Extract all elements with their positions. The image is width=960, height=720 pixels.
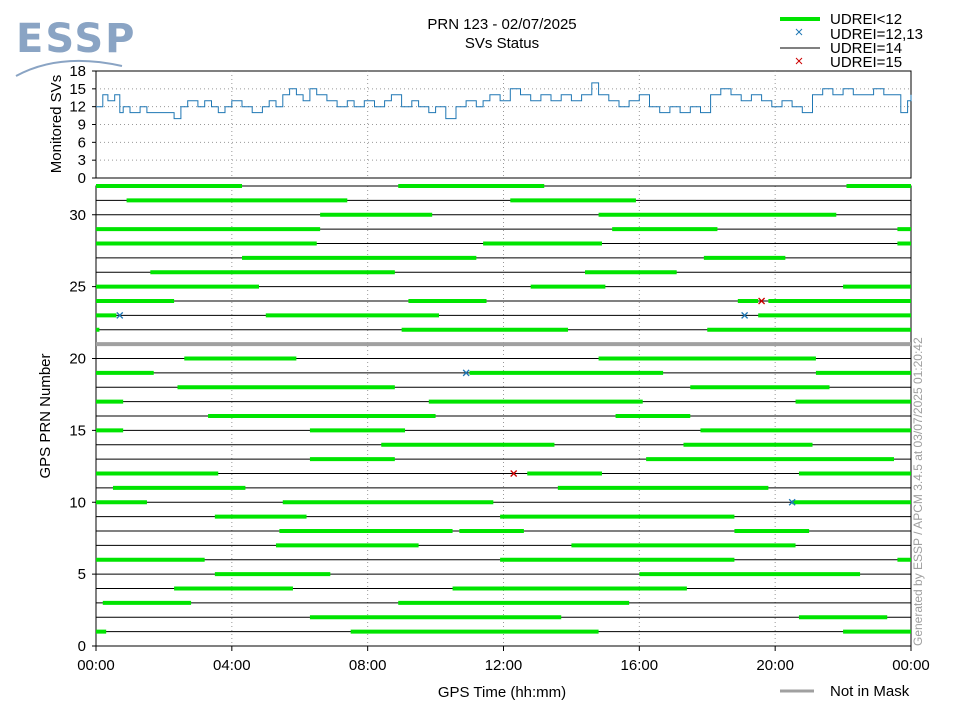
x-tick-label: 00:00 bbox=[892, 657, 930, 674]
bottom-y-tick-label: 15 bbox=[69, 422, 86, 439]
x-tick-label: 20:00 bbox=[756, 657, 794, 674]
udrei-15-marker-stroke bbox=[510, 470, 518, 477]
top-y-tick-label: 6 bbox=[78, 134, 86, 151]
top-y-tick-label: 3 bbox=[78, 152, 86, 169]
x-axis-label: GPS Time (hh:mm) bbox=[438, 684, 566, 701]
udrei-15-marker bbox=[758, 297, 766, 305]
legend-swatch-udrei-12-13 bbox=[795, 28, 803, 36]
udrei-12-13-marker bbox=[116, 311, 124, 319]
bottom-y-tick-label: 20 bbox=[69, 351, 86, 368]
bottom-panel-grid bbox=[231, 186, 776, 646]
x-axis-ticks: 00:00 04:00 08:00 12:00 16:00 20:00 00:00 bbox=[77, 646, 930, 674]
x-tick-label: 04:00 bbox=[213, 657, 251, 674]
bottom-y-tick-label: 5 bbox=[78, 566, 86, 583]
legend-label-udrei-12-13: UDREI=12,13 bbox=[830, 26, 923, 43]
udrei-12-13-marker-stroke bbox=[116, 311, 124, 319]
monitored-svs-series bbox=[96, 82, 912, 120]
udrei-12-13-marker bbox=[788, 498, 796, 506]
top-y-tick-label: 12 bbox=[69, 99, 86, 116]
x-tick-label: 16:00 bbox=[621, 657, 659, 674]
top-y-tick-label: 18 bbox=[69, 63, 86, 80]
top-panel-frame bbox=[95, 70, 912, 179]
bottom-y-tick-label: 0 bbox=[78, 638, 86, 655]
top-y-tick-label: 15 bbox=[69, 81, 86, 98]
top-panel-ylabel: Monitored SVs bbox=[48, 75, 65, 173]
prn-status-panel: 0 5 10 15 20 25 30 00:00 04:00 08:00 12:00 16:00 20… bbox=[37, 184, 930, 674]
udrei-12-13-marker-stroke bbox=[741, 311, 749, 319]
chart-subtitle: SVs Status bbox=[465, 35, 539, 52]
x-tick-label: 12:00 bbox=[485, 657, 523, 674]
top-y-tick-label: 0 bbox=[78, 170, 86, 187]
udrei-12-13-marker-stroke bbox=[788, 498, 796, 506]
bottom-y-tick-label: 30 bbox=[69, 207, 86, 224]
legend-not-in-mask: Not in Mask bbox=[780, 683, 910, 700]
top-y-tick-label: 9 bbox=[78, 117, 86, 134]
udrei-12-13-marker bbox=[741, 311, 749, 319]
legend-label-not-in-mask: Not in Mask bbox=[830, 683, 910, 700]
bottom-panel-ylabel: GPS PRN Number bbox=[37, 353, 54, 478]
legend-label-udrei-15: UDREI=15 bbox=[830, 54, 902, 71]
bottom-y-tick-label: 25 bbox=[69, 279, 86, 296]
udrei-12-13-marker-stroke bbox=[462, 369, 470, 377]
essp-logo: ESSP bbox=[15, 16, 136, 77]
logo-swoosh bbox=[15, 59, 123, 77]
x-tick-label: 08:00 bbox=[349, 657, 387, 674]
legend-label-udrei-14: UDREI=14 bbox=[830, 40, 902, 57]
udrei-15-marker-stroke bbox=[758, 297, 766, 305]
prn-rows bbox=[96, 184, 911, 634]
udrei-12-13-marker bbox=[462, 369, 470, 377]
legend: UDREI<12 UDREI=12,13 UDREI=14 UDREI=15 bbox=[780, 11, 923, 71]
bottom-panel-y-ticks: 0 5 10 15 20 25 30 bbox=[69, 207, 96, 655]
logo-text: ESSP bbox=[16, 16, 136, 62]
bottom-y-tick-label: 10 bbox=[69, 494, 86, 511]
udrei-15-marker bbox=[510, 470, 518, 477]
legend-swatch-udrei-15 bbox=[795, 57, 803, 65]
x-tick-label: 00:00 bbox=[77, 657, 115, 674]
chart-title: PRN 123 - 02/07/2025 bbox=[427, 16, 576, 33]
legend-label-udrei-lt12: UDREI<12 bbox=[830, 11, 902, 28]
generated-by-footer: Generated by ESSP / APCM 3.4.5 at 03/07/… bbox=[911, 337, 925, 646]
